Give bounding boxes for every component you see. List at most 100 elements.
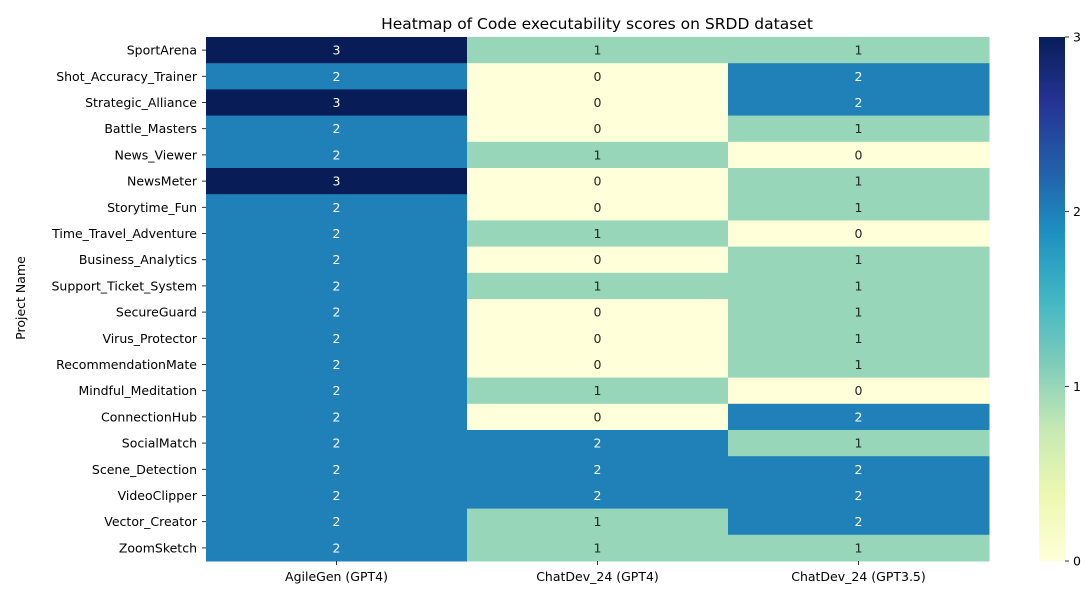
cell-value-label: 0: [855, 383, 863, 398]
row-tick-label: Mindful_Meditation: [78, 383, 197, 398]
heatmap-cell: [728, 508, 990, 536]
row-tick-label: Storytime_Fun: [107, 200, 197, 215]
row-tick-label: Virus_Protector: [102, 331, 197, 346]
cell-value-label: 2: [333, 200, 341, 215]
heatmap-cell: [206, 63, 468, 90]
row-tick-label: SportArena: [127, 43, 197, 58]
cell-value-label: 2: [333, 462, 341, 477]
cell-value-label: 0: [594, 331, 602, 346]
heatmap-cell: [206, 115, 468, 143]
heatmap-cell: [728, 63, 990, 90]
heatmap-cell: [467, 299, 729, 326]
cell-value-label: 0: [594, 409, 602, 424]
heatmap-cell: [467, 508, 729, 536]
cell-value-label: 3: [333, 95, 341, 110]
heatmap-cell: [467, 194, 729, 221]
cell-value-label: 0: [855, 226, 863, 241]
heatmap-cell: [467, 37, 729, 64]
cell-value-label: 2: [594, 436, 602, 451]
heatmap-cell: [467, 168, 729, 195]
heatmap-cell: [206, 482, 468, 510]
cell-value-label: 1: [855, 436, 863, 451]
cell-value-label: 2: [333, 514, 341, 529]
cell-value-label: 2: [594, 488, 602, 503]
cell-value-label: 1: [594, 540, 602, 555]
heatmap-cell: [467, 325, 729, 352]
cell-value-label: 2: [333, 252, 341, 267]
heatmap-cell: [206, 377, 468, 405]
heatmap-cell: [728, 220, 990, 248]
colorbar-tick-label: 0: [1073, 554, 1081, 569]
row-tick-label: Scene_Detection: [92, 462, 197, 477]
heatmap-cell: [728, 89, 990, 117]
heatmap-cell: [467, 430, 729, 457]
column-tick-labels: AgileGen (GPT4) ChatDev_24 (GPT4) ChatDev_…: [285, 561, 926, 584]
cell-value-label: 2: [594, 462, 602, 477]
row-tick-labels: SportArena Shot_Accuracy_Trainer Strategic…: [51, 43, 206, 555]
cell-value-label: 1: [855, 357, 863, 372]
cell-value-label: 2: [333, 331, 341, 346]
cell-value-label: 1: [855, 305, 863, 320]
heatmap-cell: [467, 63, 729, 90]
colorbar: 0 1 2 3: [1039, 30, 1081, 569]
cell-value-label: 2: [855, 409, 863, 424]
cell-value-label: 0: [855, 147, 863, 162]
heatmap-cell: [467, 482, 729, 510]
heatmap-cell: [206, 220, 468, 248]
row-tick-label: ConnectionHub: [101, 409, 197, 424]
cell-value-label: 1: [855, 121, 863, 136]
heatmap-cell: [206, 325, 468, 352]
row-tick-label: RecommendationMate: [56, 357, 197, 372]
cell-value-label: 0: [594, 69, 602, 84]
heatmap-cell: [206, 534, 468, 562]
heatmap-cell: [467, 272, 729, 300]
cell-value-label: 2: [333, 305, 341, 320]
column-tick-label: ChatDev_24 (GPT3.5): [791, 569, 926, 584]
cell-value-label: 1: [855, 278, 863, 293]
row-tick-label: SecureGuard: [116, 305, 197, 320]
cell-value-label: 1: [855, 331, 863, 346]
cell-value-label: 2: [333, 357, 341, 372]
heatmap-cell: [728, 430, 990, 457]
cell-value-label: 0: [594, 200, 602, 215]
cell-value-label: 0: [594, 252, 602, 267]
cell-value-label: 2: [855, 69, 863, 84]
chart-title: Heatmap of Code executability scores on …: [381, 15, 813, 33]
row-tick-label: News_Viewer: [114, 147, 197, 162]
heatmap-cell: [728, 141, 990, 169]
heatmap-cell: [206, 141, 468, 169]
heatmap-cell: [467, 534, 729, 562]
heatmap-cell: [467, 115, 729, 143]
heatmap-cell: [467, 403, 729, 431]
heatmap-cell: [206, 456, 468, 483]
heatmap-cell: [728, 482, 990, 510]
cell-value-label: 2: [333, 121, 341, 136]
heatmap-cell: [467, 456, 729, 483]
colorbar-tick-label: 2: [1073, 204, 1081, 219]
heatmap-cell: [206, 168, 468, 195]
heatmap-cell: [728, 456, 990, 483]
heatmap-cell: [206, 89, 468, 117]
cell-value-label: 1: [855, 252, 863, 267]
cell-value-label: 3: [333, 43, 341, 58]
heatmap-cell: [728, 325, 990, 352]
colorbar-tick-label: 3: [1073, 30, 1081, 45]
heatmap-cell: [728, 351, 990, 379]
cell-value-label: 3: [333, 174, 341, 189]
heatmap-cell: [206, 272, 468, 300]
cell-value-label: 1: [855, 43, 863, 58]
cell-value-label: 2: [855, 488, 863, 503]
colorbar-tick-label: 1: [1073, 379, 1081, 394]
cell-value-label: 1: [855, 540, 863, 555]
heatmap-cell-labels: 3 1 1 2 0 2 3 0 2 2 0 1 2 1 0 3 0 1 2 0 1 2 1 0 2 0 1 2 1 1 2 0 1 2 0 1 2 0 1 2…: [333, 43, 863, 556]
heatmap-cell: [728, 534, 990, 562]
cell-value-label: 1: [594, 278, 602, 293]
heatmap-cell: [728, 115, 990, 143]
heatmap-cell: [206, 246, 468, 274]
heatmap-cell: [467, 89, 729, 117]
cell-value-label: 2: [855, 462, 863, 477]
heatmap-cell: [728, 246, 990, 274]
row-tick-label: Time_Travel_Adventure: [51, 226, 197, 241]
row-tick-label: Vector_Creator: [104, 514, 198, 529]
